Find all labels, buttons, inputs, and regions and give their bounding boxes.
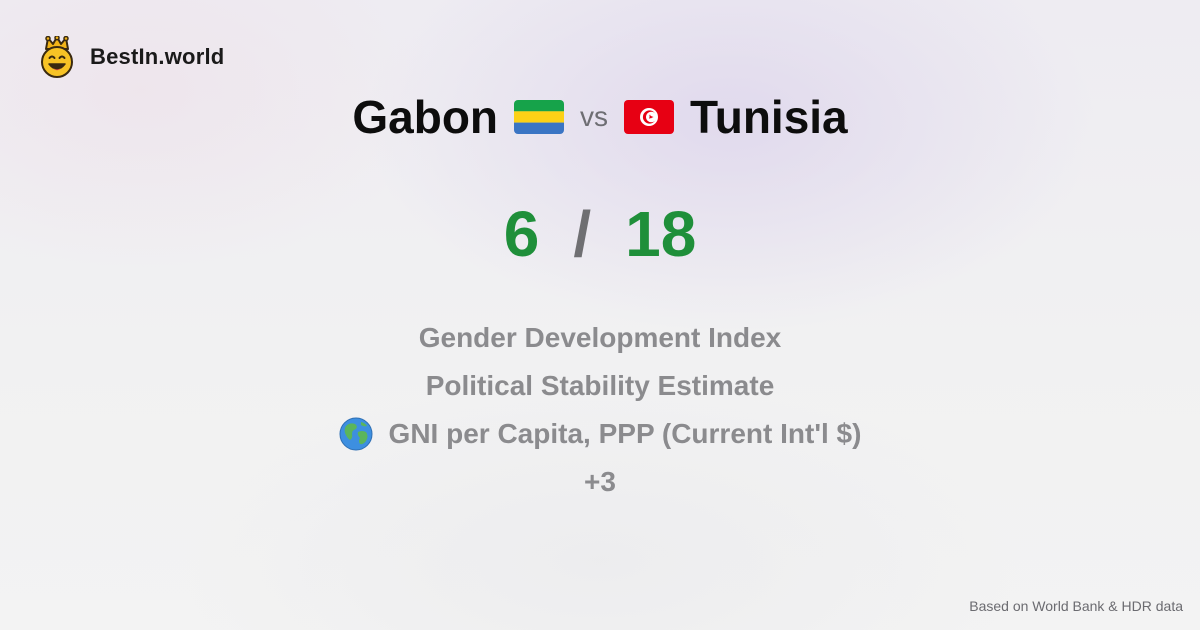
metric-label: Political Stability Estimate — [425, 370, 775, 401]
metric-label: Gender Development Index — [418, 322, 782, 353]
metric-item: Political Stability Estimate — [0, 362, 1200, 410]
metric-item: Gender Development Index — [0, 314, 1200, 362]
brand[interactable]: BestIn.world — [38, 36, 224, 78]
data-source-note: Based on World Bank & HDR data — [969, 598, 1183, 614]
tunisia-flag-icon — [624, 100, 675, 134]
left-country-name: Gabon — [352, 91, 499, 143]
right-country-name: Tunisia — [690, 91, 848, 143]
metric-item: GNI per Capita, PPP (Current Int'l $) — [0, 410, 1200, 458]
smiling-crown-face-icon — [41, 36, 73, 78]
left-score: 6 — [503, 198, 540, 270]
metric-label: +3 — [584, 466, 616, 497]
metric-list: Gender Development Index Political Stabi… — [0, 314, 1200, 506]
score-separator: / — [573, 198, 592, 270]
gabon-flag-icon — [514, 100, 565, 134]
right-score: 18 — [625, 198, 697, 270]
brand-name: BestIn.world — [90, 44, 225, 69]
globe-icon — [339, 417, 373, 451]
score: 6 / 18 — [0, 195, 1200, 273]
metric-label: GNI per Capita, PPP (Current Int'l $) — [388, 418, 862, 449]
comparison-title: Gabon vs Tunisia — [0, 86, 1200, 148]
more-metrics-count[interactable]: +3 — [0, 458, 1200, 506]
vs-label: vs — [580, 101, 609, 132]
